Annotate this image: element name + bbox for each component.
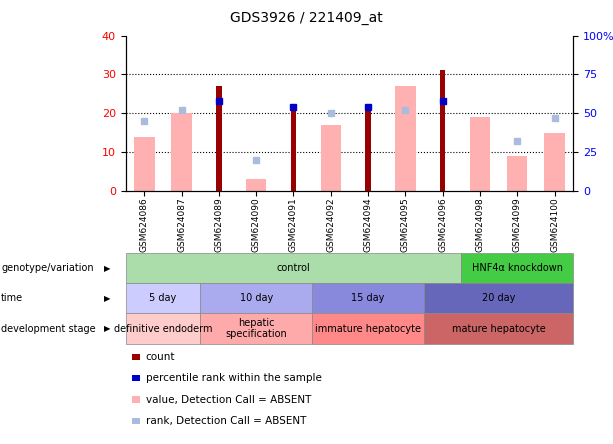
Text: mature hepatocyte: mature hepatocyte [452, 324, 546, 333]
Text: ▶: ▶ [104, 294, 110, 303]
Text: GDS3926 / 221409_at: GDS3926 / 221409_at [230, 11, 383, 25]
Text: control: control [276, 263, 310, 273]
Bar [291, 106, 296, 191]
Bar [172, 113, 192, 191]
Text: 20 day: 20 day [482, 293, 516, 303]
Text: count: count [146, 352, 175, 362]
Bar [246, 179, 267, 191]
Bar [321, 125, 341, 191]
Bar [507, 156, 527, 191]
Bar [470, 117, 490, 191]
Bar [216, 86, 222, 191]
Text: time: time [1, 293, 23, 303]
Bar [395, 86, 416, 191]
Text: development stage: development stage [1, 324, 96, 333]
Text: ▶: ▶ [104, 264, 110, 273]
Text: HNF4α knockdown: HNF4α knockdown [472, 263, 563, 273]
Text: genotype/variation: genotype/variation [1, 263, 94, 273]
Bar [134, 137, 154, 191]
Bar [440, 71, 446, 191]
Text: percentile rank within the sample: percentile rank within the sample [146, 373, 322, 383]
Bar [365, 111, 371, 191]
Text: rank, Detection Call = ABSENT: rank, Detection Call = ABSENT [146, 416, 306, 426]
Text: 15 day: 15 day [351, 293, 385, 303]
Text: value, Detection Call = ABSENT: value, Detection Call = ABSENT [146, 395, 311, 404]
Text: immature hepatocyte: immature hepatocyte [315, 324, 421, 333]
Text: ▶: ▶ [104, 324, 110, 333]
Text: hepatic
specification: hepatic specification [226, 318, 287, 339]
Text: 10 day: 10 day [240, 293, 273, 303]
Text: definitive endoderm: definitive endoderm [113, 324, 212, 333]
Text: 5 day: 5 day [150, 293, 177, 303]
Bar [544, 133, 565, 191]
